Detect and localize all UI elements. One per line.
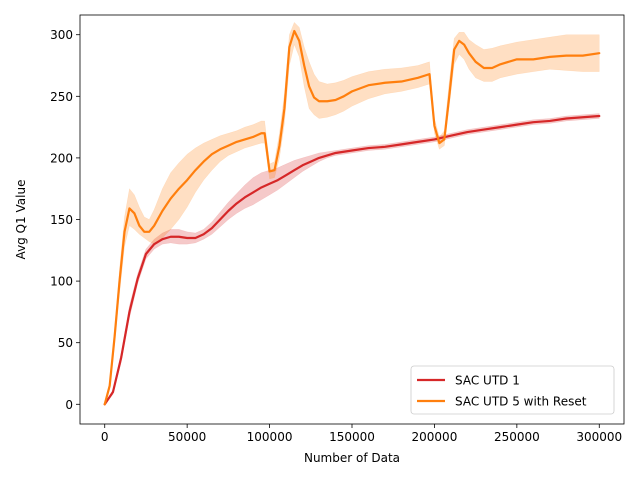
- legend-label-1: SAC UTD 1: [455, 374, 520, 388]
- y-tick-label: 100: [50, 275, 73, 289]
- x-tick-label: 150000: [329, 430, 375, 444]
- ticks-layer: 0 50000 100000 150000 200000 250000 300000 0 50 1…: [50, 28, 622, 444]
- x-axis-label: Number of Data: [304, 451, 400, 465]
- y-tick-label: 50: [58, 336, 73, 350]
- x-tick-label: 100000: [247, 430, 293, 444]
- legend: SAC UTD 1 SAC UTD 5 with Reset: [410, 365, 615, 415]
- x-tick-label: 200000: [412, 430, 458, 444]
- series-line-2: [103, 29, 601, 406]
- y-axis-label: Avg Q1 Value: [14, 180, 28, 260]
- legend-box: [410, 365, 615, 415]
- x-tick-label: 300000: [576, 430, 622, 444]
- y-tick-label: 300: [50, 28, 73, 42]
- series-line-1: [103, 114, 601, 406]
- x-tick-label: 0: [101, 430, 109, 444]
- series-layer: [103, 21, 601, 406]
- legend-label-2: SAC UTD 5 with Reset: [455, 395, 587, 409]
- y-tick-label: 200: [50, 151, 73, 165]
- y-tick-label: 150: [50, 213, 73, 227]
- x-tick-label: 250000: [494, 430, 540, 444]
- x-tick-label: 50000: [168, 430, 206, 444]
- y-tick-label: 250: [50, 90, 73, 104]
- y-tick-label: 0: [65, 398, 73, 412]
